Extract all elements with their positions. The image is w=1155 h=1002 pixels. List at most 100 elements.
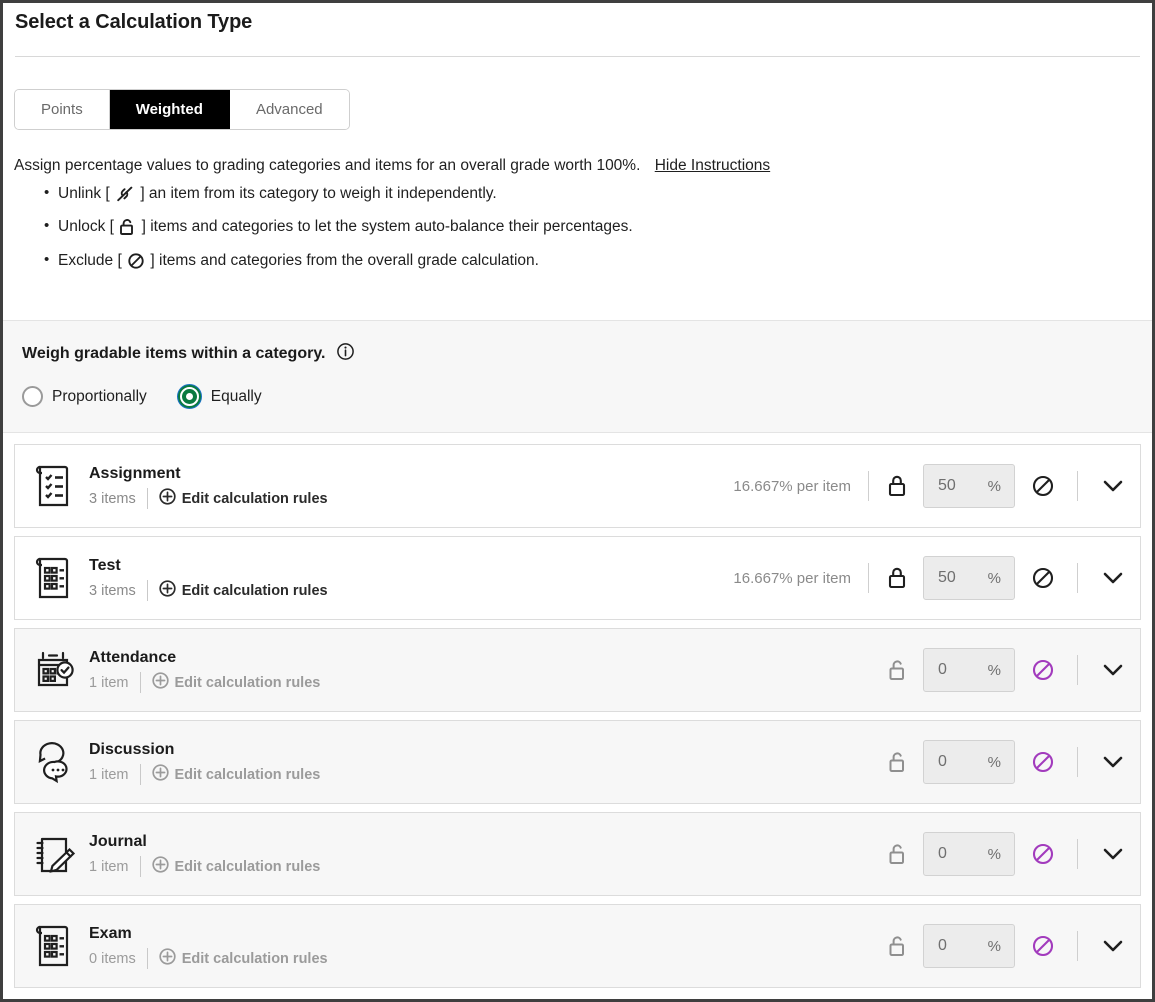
meta-divider (139, 672, 141, 693)
table-row[interactable]: Test 3 items Edit calculation rules (14, 536, 1141, 621)
title-divider (15, 56, 1140, 57)
radio-option-proportionally[interactable]: Proportionally (22, 386, 147, 408)
category-name: Discussion (89, 740, 175, 758)
category-meta: 1 item Edit calculation rules (89, 764, 886, 785)
percent-input[interactable]: 0 % (923, 832, 1015, 877)
percent-input[interactable]: 0 % (923, 648, 1015, 693)
exclude-toggle-icon[interactable] (1031, 750, 1055, 774)
category-info: Assignment 3 items Edit calculation rule… (89, 464, 733, 509)
table-row[interactable]: Attendance 1 item Edit calculation rules (14, 628, 1141, 713)
lock-closed-icon[interactable] (886, 565, 908, 591)
tab-advanced[interactable]: Advanced (229, 90, 349, 129)
calculation-type-tabs: Points Weighted Advanced (14, 89, 350, 130)
table-row[interactable]: Discussion 1 item Edit calculation rules (14, 720, 1141, 805)
chevron-down-icon[interactable] (1100, 938, 1126, 954)
lock-closed-icon[interactable] (886, 473, 908, 499)
instructions-lead-text: Assign percentage values to grading cate… (14, 157, 641, 174)
instruction-unlock: Unlock [ ] items and categories to let t… (44, 215, 1152, 243)
chevron-down-icon[interactable] (1100, 846, 1126, 862)
percent-input[interactable]: 0 % (923, 924, 1015, 969)
category-item-count: 1 item (89, 858, 129, 875)
instructions-list: Unlink [ ] an item from its category to … (44, 182, 1152, 277)
plus-circle-icon (159, 948, 176, 969)
radio-selected-icon[interactable] (176, 384, 202, 410)
hide-instructions-link[interactable]: Hide Instructions (654, 157, 771, 174)
category-meta: 1 item Edit calculation rules (89, 672, 886, 693)
chevron-down-icon[interactable] (1100, 478, 1126, 494)
percent-input[interactable]: 50 % (923, 556, 1015, 601)
radio-label-proportionally: Proportionally (52, 387, 147, 405)
exclude-toggle-icon[interactable] (1031, 474, 1055, 498)
instructions-block: Assign percentage values to grading cate… (14, 157, 1152, 277)
percent-sign: % (987, 845, 1001, 863)
chevron-down-icon[interactable] (1100, 662, 1126, 678)
plus-circle-icon (151, 856, 169, 877)
edit-calculation-rules-button[interactable]: Edit calculation rules (159, 948, 328, 969)
percent-value: 0 (938, 753, 947, 771)
lock-open-icon[interactable] (886, 749, 908, 775)
exclude-toggle-icon[interactable] (1031, 658, 1055, 682)
discussion-bubbles-icon (33, 738, 79, 786)
lock-open-icon[interactable] (886, 933, 908, 959)
plus-circle-icon (151, 764, 169, 785)
lock-open-icon[interactable] (886, 657, 908, 683)
edit-calculation-rules-button[interactable]: Edit calculation rules (159, 580, 328, 601)
edit-calculation-rules-label: Edit calculation rules (181, 950, 328, 967)
category-controls: 16.667% per item 50 % (733, 556, 1126, 601)
category-name: Attendance (89, 648, 177, 666)
exclude-toggle-icon[interactable] (1031, 842, 1055, 866)
percent-value: 50 (938, 477, 956, 495)
lock-open-icon[interactable] (886, 841, 908, 867)
category-name: Assignment (89, 464, 181, 482)
category-controls: 0 % (886, 832, 1126, 877)
percent-value: 0 (938, 661, 947, 679)
edit-calculation-rules-button[interactable]: Edit calculation rules (159, 488, 328, 509)
percent-sign: % (987, 477, 1001, 495)
category-item-count: 0 items (89, 950, 136, 967)
edit-calculation-rules-button[interactable]: Edit calculation rules (151, 856, 321, 877)
percent-sign: % (987, 753, 1001, 771)
edit-calculation-rules-button[interactable]: Edit calculation rules (151, 672, 321, 693)
category-meta: 3 items Edit calculation rules (89, 488, 733, 509)
tab-points[interactable]: Points (15, 90, 110, 129)
chevron-down-icon[interactable] (1100, 570, 1126, 586)
category-item-count: 1 item (89, 674, 129, 691)
instruction-exclude: Exclude [ ] items and categories from th… (44, 249, 1152, 277)
table-row[interactable]: Assignment 3 items Edit calculation rule… (14, 444, 1141, 529)
percent-input[interactable]: 50 % (923, 464, 1015, 509)
plus-circle-icon (151, 672, 169, 693)
radio-option-equally[interactable]: Equally (176, 384, 262, 410)
edit-calculation-rules-label: Edit calculation rules (181, 582, 328, 599)
edit-calculation-rules-button[interactable]: Edit calculation rules (151, 764, 320, 785)
exclude-toggle-icon[interactable] (1031, 566, 1055, 590)
chevron-divider (1077, 839, 1078, 870)
percent-sign: % (987, 661, 1001, 679)
chevron-down-icon[interactable] (1100, 754, 1126, 770)
edit-calculation-rules-label: Edit calculation rules (174, 858, 321, 875)
percent-sign: % (987, 569, 1001, 587)
category-controls: 0 % (886, 648, 1126, 693)
attendance-calendar-icon (33, 646, 79, 694)
page-title: Select a Calculation Type (15, 11, 253, 33)
radio-label-equally: Equally (210, 387, 262, 405)
edit-calculation-rules-label: Edit calculation rules (174, 674, 321, 691)
category-rows: Assignment 3 items Edit calculation rule… (3, 444, 1152, 989)
unlock-icon (119, 218, 136, 243)
weigh-items-title: Weigh gradable items within a category. (22, 342, 1152, 366)
tab-weighted[interactable]: Weighted (109, 90, 230, 129)
chevron-divider (1077, 563, 1078, 594)
exclude-icon (127, 252, 145, 277)
instruction-unlock-suffix: ] items and categories to let the system… (141, 218, 633, 236)
percent-value: 50 (938, 569, 956, 587)
table-row[interactable]: Exam 0 items Edit calculation rules (14, 904, 1141, 989)
instruction-exclude-suffix: ] items and categories from the overall … (150, 251, 539, 269)
info-icon[interactable] (336, 342, 355, 366)
category-item-count: 3 items (89, 582, 136, 599)
percent-input[interactable]: 0 % (923, 740, 1015, 785)
meta-divider (146, 488, 148, 509)
table-row[interactable]: Journal 1 item Edit calculation rules (14, 812, 1141, 897)
exclude-toggle-icon[interactable] (1031, 934, 1055, 958)
chevron-divider (1077, 747, 1078, 778)
radio-unselected-icon[interactable] (22, 386, 43, 408)
instruction-unlock-prefix: Unlock [ (58, 218, 114, 236)
